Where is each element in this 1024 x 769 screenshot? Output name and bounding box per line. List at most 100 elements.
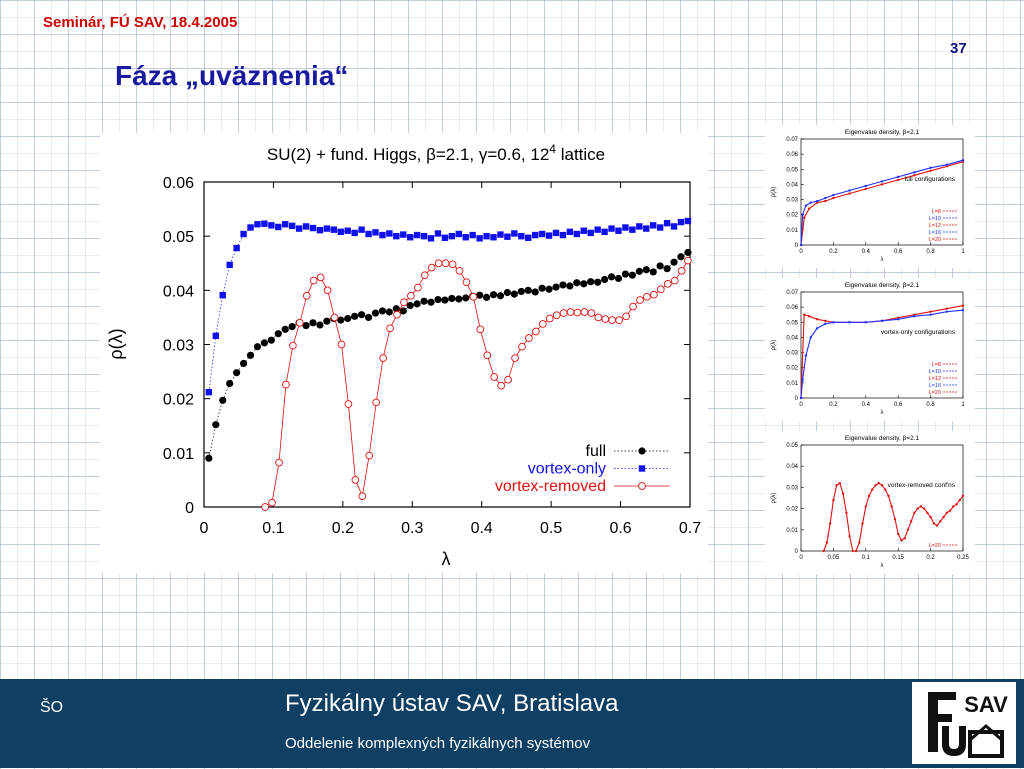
- small-point-L=20: [945, 310, 948, 313]
- point-vortex-only: [545, 232, 553, 239]
- point-vortex-removed: [670, 276, 679, 285]
- small-point-L=8: [897, 178, 900, 182]
- small-x-tick-label: 0.15: [892, 555, 904, 561]
- small-point-L=20: [838, 481, 842, 485]
- small-point-L=20: [929, 166, 932, 169]
- point-full: [267, 336, 275, 344]
- point-full: [253, 343, 262, 351]
- point-vortex-only: [677, 218, 685, 226]
- point-full: [663, 265, 671, 273]
- small-point-L=20: [864, 184, 867, 188]
- small-point-L=8: [807, 315, 811, 318]
- point-vortex-removed: [650, 290, 658, 299]
- small-point-L=20: [824, 196, 827, 200]
- x-tick-label: 0: [200, 520, 209, 537]
- point-vortex-only: [441, 234, 449, 241]
- small-point-L=20: [832, 498, 835, 502]
- small-point-L=20: [867, 494, 871, 498]
- small-point-L=20: [935, 524, 939, 527]
- small-point-L=20: [824, 322, 827, 325]
- small-y-tick-label: 0.03: [786, 351, 798, 357]
- point-vortex-only: [663, 219, 671, 227]
- x-tick-label: 0.5: [540, 520, 562, 537]
- small-point-L=20: [877, 481, 880, 485]
- point-vortex-removed: [302, 291, 311, 300]
- point-full: [573, 279, 581, 287]
- panel-vortex-removed-configurations: Eigenvalue density, β=2.1 0 0.05 0.1 0.15 0.2…: [765, 431, 975, 574]
- x-tick-label: 0.2: [332, 520, 354, 537]
- point-vortex-removed: [351, 476, 360, 484]
- point-vortex-removed: [316, 273, 325, 282]
- point-full: [212, 421, 220, 429]
- small-x-tick-label: 0.1: [862, 555, 871, 561]
- small-point-L=20: [945, 163, 948, 166]
- point-full: [545, 285, 553, 293]
- small-point-L=20: [961, 494, 965, 498]
- small-x-tick-label: 0.05: [828, 555, 840, 561]
- point-vortex-removed: [400, 298, 408, 307]
- point-vortex-removed: [545, 314, 554, 323]
- point-vortex-removed: [656, 285, 665, 294]
- small-point-L=8: [803, 313, 806, 316]
- small-point-L=20: [961, 159, 965, 162]
- small-y-tick-label: 0.01: [786, 381, 798, 387]
- point-vortex-removed: [663, 279, 672, 288]
- small-y-tick-label: 0.06: [786, 152, 798, 158]
- point-vortex-removed: [344, 400, 353, 408]
- point-vortex-removed: [434, 259, 443, 268]
- small-y-tick-label: 0: [795, 396, 799, 402]
- small-x-tick-label: 0.8: [926, 249, 935, 255]
- point-vortex-removed: [261, 503, 269, 511]
- y-tick-label: 0.01: [163, 446, 194, 463]
- small-x-tick-label: 0: [799, 402, 803, 408]
- small-point-L=20: [932, 522, 936, 525]
- point-full: [448, 294, 456, 303]
- point-vortex-only: [427, 235, 435, 242]
- small-y-tick-label: 0.02: [786, 366, 798, 372]
- point-vortex-removed: [629, 302, 637, 311]
- small-chart-title: Eigenvalue density, β=2.1: [845, 282, 920, 289]
- point-vortex-only: [372, 229, 379, 236]
- point-vortex-removed: [268, 498, 276, 507]
- legend-label-vortex-only: vortex-only: [528, 461, 606, 478]
- small-point-L=20: [809, 201, 812, 204]
- point-vortex-only: [393, 232, 400, 240]
- small-point-L=20: [828, 522, 832, 525]
- point-vortex-removed: [379, 354, 387, 362]
- point-full: [510, 290, 518, 298]
- small-point-L=8: [913, 174, 916, 177]
- point-full: [323, 317, 331, 325]
- series-line-vortex-only: [208, 220, 688, 393]
- point-vortex-removed: [497, 381, 506, 390]
- point-vortex-only: [282, 221, 289, 228]
- point-vortex-removed: [622, 312, 630, 321]
- point-full: [496, 292, 505, 300]
- small-x-tick-label: 0.2: [829, 249, 838, 255]
- point-vortex-only: [601, 228, 608, 236]
- small-point-L=20: [929, 515, 932, 519]
- point-vortex-only: [386, 230, 393, 237]
- point-vortex-removed: [413, 283, 422, 292]
- footer-bar: [0, 679, 1024, 768]
- point-full: [302, 321, 310, 330]
- legend-label-full: full: [586, 443, 606, 460]
- small-point-L=20: [861, 522, 864, 525]
- point-full: [607, 273, 616, 281]
- small-point-L=20: [864, 505, 867, 508]
- small-point-L=20: [893, 518, 897, 521]
- small-y-tick-label: 0.04: [786, 335, 798, 341]
- small-point-L=20: [913, 315, 916, 318]
- small-x-tick-label: 0.25: [957, 555, 969, 561]
- y-tick-label: 0.03: [163, 338, 194, 355]
- point-vortex-only: [365, 230, 372, 238]
- point-vortex-removed: [559, 309, 568, 317]
- point-full: [642, 266, 650, 274]
- x-tick-label: 0.7: [679, 520, 701, 537]
- small-point-L=8: [848, 192, 851, 195]
- small-legend-label: L=16: [929, 383, 941, 389]
- point-full: [274, 330, 282, 338]
- point-vortex-only: [309, 224, 317, 232]
- point-vortex-only: [531, 231, 539, 239]
- point-vortex-only: [323, 225, 331, 232]
- point-full: [246, 351, 255, 359]
